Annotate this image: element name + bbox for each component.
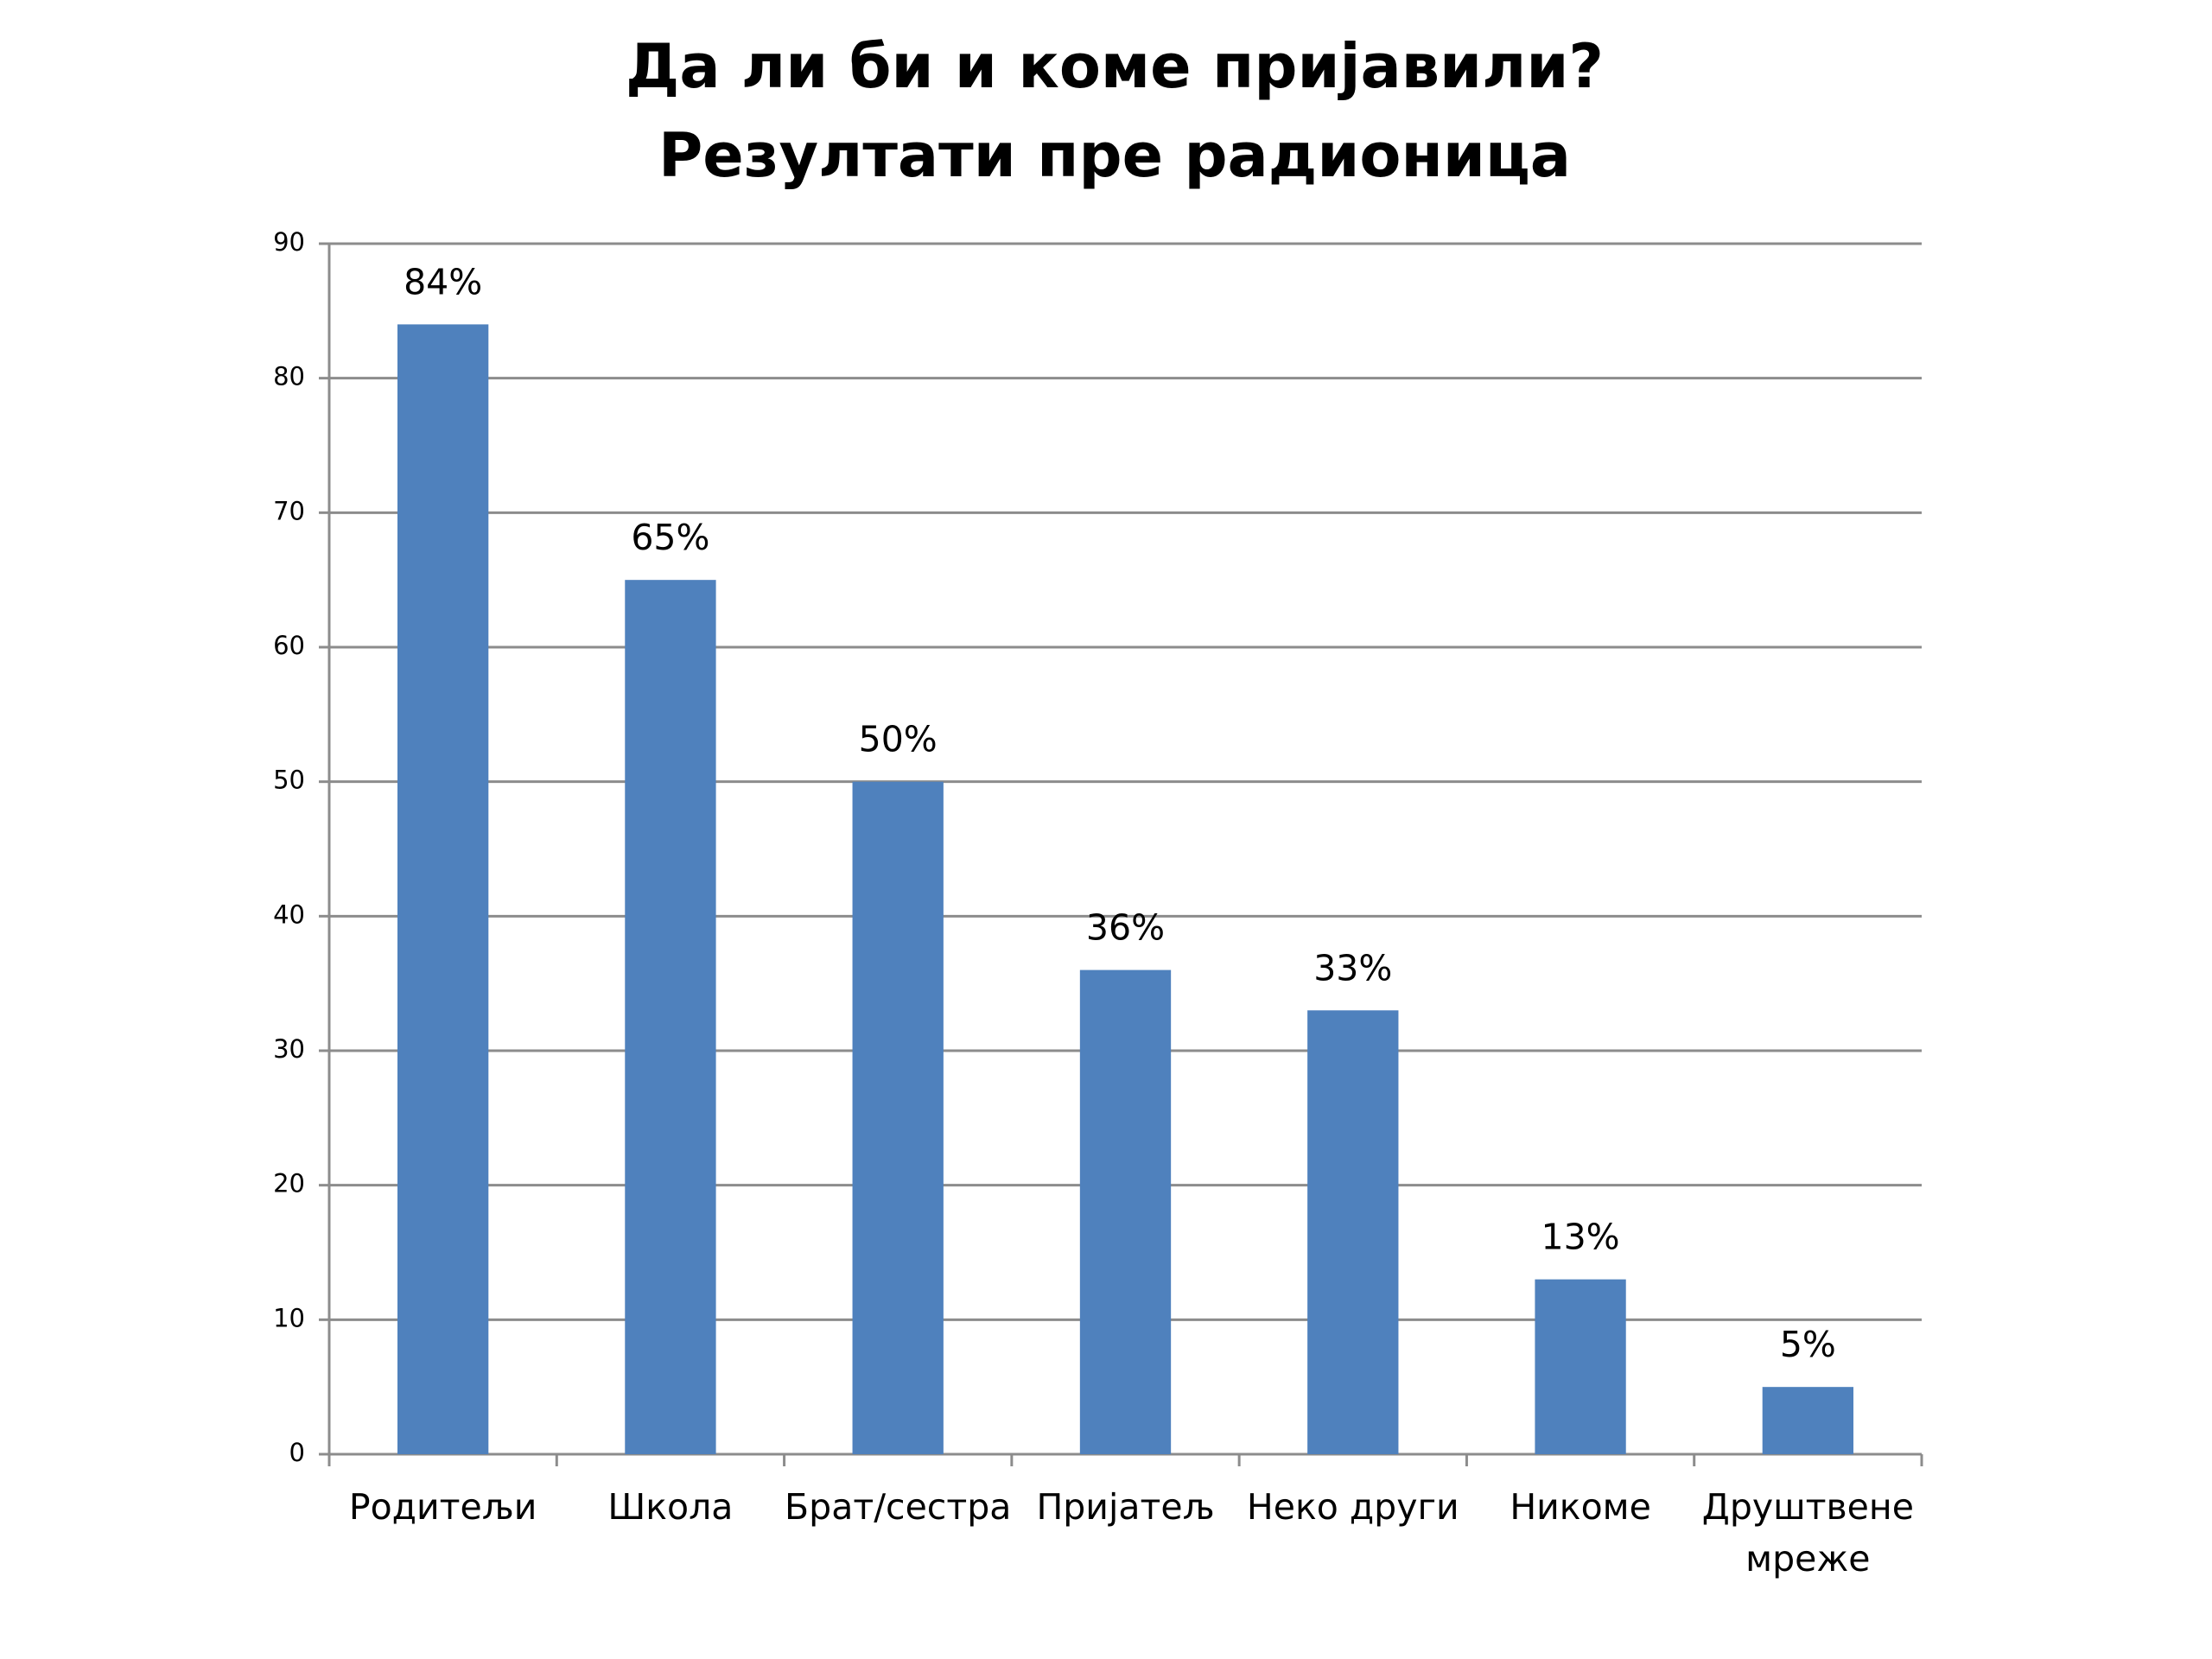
data-label: 50% — [859, 719, 938, 760]
x-tick-label: Друштвене мреже — [1702, 1486, 1914, 1580]
bar — [852, 781, 944, 1454]
x-tick-label: Никоме — [1510, 1486, 1650, 1528]
data-label: 36% — [1086, 907, 1165, 949]
y-tick-label: 10 — [273, 1303, 305, 1332]
y-tick-label: 20 — [273, 1169, 305, 1198]
y-tick-label: 0 — [289, 1438, 305, 1467]
y-tick-label: 30 — [273, 1034, 305, 1064]
y-tick-label: 70 — [273, 496, 305, 525]
data-label: 33% — [1313, 947, 1392, 988]
data-label: 65% — [631, 517, 709, 558]
x-tick-label: Пријатељ — [1036, 1486, 1214, 1528]
bar — [625, 580, 716, 1454]
y-tick-label: 60 — [273, 631, 305, 660]
bar — [1307, 1010, 1399, 1454]
data-label: 5% — [1780, 1324, 1836, 1365]
y-tick-label: 80 — [273, 362, 305, 391]
x-tick-label: Неко други — [1247, 1486, 1459, 1528]
bar — [1762, 1387, 1854, 1454]
chart-subtitle: Резултати пре радионица — [658, 120, 1571, 191]
y-tick-label: 50 — [273, 766, 305, 795]
y-tick-label: 90 — [273, 227, 305, 257]
x-tick-label: Брат/сестра — [785, 1486, 1011, 1528]
x-tick-label: Школа — [607, 1486, 733, 1528]
y-tick-label: 40 — [273, 899, 305, 929]
bar — [397, 324, 489, 1454]
x-tick-label: Родитељи — [349, 1486, 537, 1528]
data-label: 84% — [404, 261, 482, 302]
bar — [1535, 1279, 1626, 1454]
data-label: 13% — [1541, 1217, 1620, 1258]
chart-title: Да ли би и коме пријавили? — [626, 31, 1604, 102]
bar — [1079, 969, 1172, 1454]
